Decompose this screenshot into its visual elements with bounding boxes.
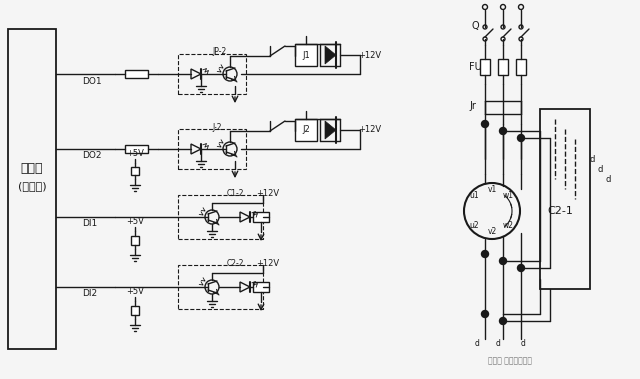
Circle shape (518, 265, 525, 271)
Circle shape (481, 310, 488, 318)
Bar (178, 129, 246, 169)
Text: DO1: DO1 (82, 77, 102, 86)
Text: Jr: Jr (469, 101, 476, 111)
Bar (125, 70, 148, 78)
Bar (131, 305, 139, 315)
Bar (125, 145, 148, 153)
Text: JP-2: JP-2 (212, 47, 227, 56)
Text: C2-2: C2-2 (227, 258, 244, 268)
Text: u1: u1 (469, 191, 479, 199)
Text: u2: u2 (469, 221, 479, 230)
Text: DI1: DI1 (82, 219, 97, 229)
Bar (295, 119, 317, 141)
Text: v2: v2 (488, 227, 497, 235)
Bar (8, 29, 56, 349)
Text: v1: v1 (488, 185, 497, 194)
Bar (295, 44, 317, 66)
Text: +12V: +12V (257, 258, 280, 268)
Text: 第七章 微精密空調社: 第七章 微精密空調社 (488, 357, 532, 365)
Text: +5V: +5V (126, 216, 144, 226)
Text: FU: FU (469, 62, 482, 72)
Bar (131, 167, 139, 175)
Text: DI2: DI2 (82, 290, 97, 299)
Text: C2-1: C2-1 (547, 206, 573, 216)
Text: d: d (495, 340, 500, 349)
Text: +5V: +5V (126, 287, 144, 296)
Circle shape (499, 127, 506, 135)
Text: Q: Q (472, 21, 479, 31)
Bar (178, 54, 246, 94)
Circle shape (499, 257, 506, 265)
Bar (480, 59, 490, 75)
Bar (516, 59, 526, 75)
Bar (253, 212, 269, 222)
Text: 计算机: 计算机 (20, 163, 44, 175)
Text: d: d (520, 340, 525, 349)
Text: +12V: +12V (358, 50, 381, 60)
Bar (178, 195, 263, 239)
Polygon shape (325, 121, 336, 139)
Bar (540, 109, 590, 289)
Text: (控制器): (控制器) (18, 181, 46, 191)
Text: +5V: +5V (126, 149, 144, 158)
Text: DO2: DO2 (82, 152, 102, 160)
Bar (498, 59, 508, 75)
Text: d: d (589, 155, 595, 163)
Circle shape (481, 251, 488, 257)
Polygon shape (325, 46, 336, 64)
Text: J-2: J-2 (212, 122, 221, 132)
Circle shape (481, 121, 488, 127)
Circle shape (518, 135, 525, 141)
Bar (131, 235, 139, 244)
Text: d: d (475, 340, 479, 349)
Text: w2: w2 (502, 221, 513, 230)
Text: d: d (605, 174, 611, 183)
Bar (178, 265, 263, 309)
Text: d: d (597, 164, 603, 174)
Text: C1-2: C1-2 (227, 188, 244, 197)
Text: J1: J1 (302, 50, 310, 60)
Text: w1: w1 (502, 191, 513, 199)
Circle shape (499, 318, 506, 324)
Text: +12V: +12V (257, 188, 280, 197)
Text: J2: J2 (302, 125, 310, 135)
Bar (253, 282, 269, 292)
Text: +12V: +12V (358, 125, 381, 135)
